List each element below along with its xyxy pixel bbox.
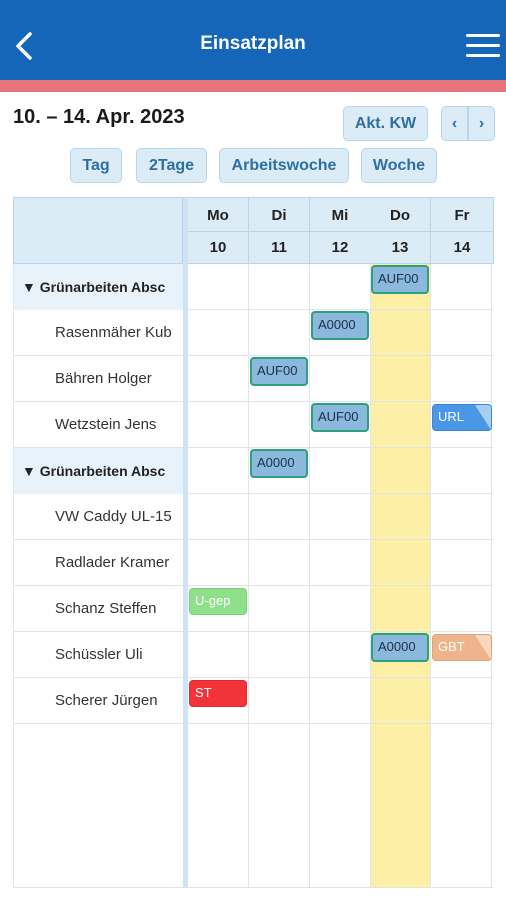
day-column-line (430, 264, 431, 888)
view-week-button[interactable]: Woche (361, 148, 437, 183)
day-header-date: 11 (271, 239, 287, 256)
view-two-days-button[interactable]: 2Tage (136, 148, 207, 183)
date-range: 10. – 14. Apr. 2023 (13, 106, 185, 128)
event-block[interactable]: U-gep (189, 588, 247, 615)
resource-label: Schüssler Uli (55, 646, 143, 663)
day-header-divider (431, 231, 493, 232)
day-header-weekday: Mo (207, 207, 229, 224)
day-header: Di 11 (249, 197, 310, 264)
day-header: Fr 14 (431, 197, 494, 264)
view-day-button[interactable]: Tag (70, 148, 122, 183)
day-column-line (491, 264, 492, 888)
prev-week-button[interactable]: ‹ (441, 106, 468, 141)
resource-label: Bähren Holger (55, 370, 152, 387)
resource-row[interactable]: Schüssler Uli (13, 632, 493, 678)
event-block[interactable]: URL (432, 404, 492, 431)
page-title: Einsatzplan (200, 33, 306, 54)
resource-row[interactable]: VW Caddy UL-15 (13, 494, 493, 540)
day-header-divider (370, 231, 430, 232)
day-header: Do 13 (370, 197, 431, 264)
resource-row[interactable]: Schanz Steffen (13, 586, 493, 632)
resource-label: Rasenmäher Kub (55, 324, 172, 341)
event-block[interactable]: A0000 (371, 633, 429, 662)
resource-row[interactable]: Scherer Jürgen (13, 678, 493, 724)
event-block[interactable]: AUF00 (311, 403, 369, 432)
resource-label: Scherer Jürgen (55, 692, 158, 709)
event-block[interactable]: GBT (432, 634, 492, 661)
next-week-button[interactable]: › (468, 106, 495, 141)
day-header-weekday: Di (271, 207, 287, 224)
event-block[interactable]: A0000 (250, 449, 308, 478)
day-header-date: 10 (209, 239, 227, 256)
column-separator (183, 197, 188, 888)
group-label: ▼ Grünarbeiten Absc (13, 264, 183, 310)
resource-header (13, 197, 183, 264)
day-header-divider (310, 231, 370, 232)
day-column-line (370, 264, 371, 888)
day-column-line (309, 264, 310, 888)
group-row[interactable]: ▼ Grünarbeiten Absc (13, 448, 493, 494)
back-arrow-icon[interactable] (10, 26, 40, 66)
day-header-weekday: Do (390, 207, 410, 224)
day-header-date: 13 (391, 239, 409, 256)
resource-label: Radlader Kramer (55, 554, 170, 571)
event-block[interactable]: A0000 (311, 311, 369, 340)
grid-left-border (13, 264, 14, 888)
resource-row[interactable]: Bähren Holger (13, 356, 493, 402)
hamburger-menu-icon[interactable] (466, 32, 500, 60)
event-block[interactable]: ST (189, 680, 247, 707)
resource-label: Schanz Steffen (55, 600, 157, 617)
day-header-weekday: Mi (331, 207, 349, 224)
event-block[interactable]: AUF00 (371, 265, 429, 294)
day-header: Mi 12 (310, 197, 371, 264)
resource-row[interactable]: Rasenmäher Kub (13, 310, 493, 356)
accent-strip (0, 80, 506, 92)
resource-label: Wetzstein Jens (55, 416, 157, 433)
group-row[interactable]: ▼ Grünarbeiten Absc (13, 264, 493, 310)
resource-row[interactable]: Radlader Kramer (13, 540, 493, 586)
today-column-highlight (370, 264, 430, 888)
group-label: ▼ Grünarbeiten Absc (13, 448, 183, 494)
event-block[interactable]: AUF00 (250, 357, 308, 386)
day-header: Mo 10 (188, 197, 249, 264)
day-header-date: 12 (331, 239, 349, 256)
view-work-week-button[interactable]: Arbeitswoche (219, 148, 349, 183)
day-column-line (248, 264, 249, 888)
grid-bottom-border (13, 887, 493, 888)
day-header-date: 14 (453, 239, 471, 256)
day-header-divider (249, 231, 309, 232)
current-week-button[interactable]: Akt. KW (343, 106, 428, 141)
resource-label: VW Caddy UL-15 (55, 508, 172, 525)
day-header-weekday: Fr (454, 207, 470, 224)
day-header-divider (188, 231, 248, 232)
app-bar: Einsatzplan (0, 0, 506, 80)
resource-row[interactable]: Wetzstein Jens (13, 402, 493, 448)
